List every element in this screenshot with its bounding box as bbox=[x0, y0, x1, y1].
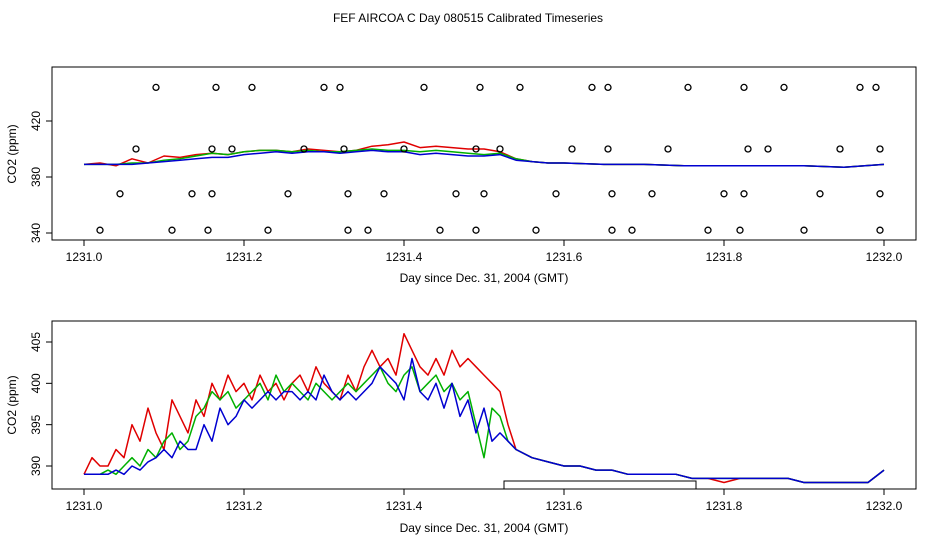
y-tick-label: 340 bbox=[29, 223, 43, 243]
calibration-marker bbox=[744, 145, 752, 153]
calibration-marker bbox=[188, 190, 196, 198]
calibration-marker bbox=[132, 145, 140, 153]
x-tick-label: 1231.4 bbox=[386, 250, 423, 264]
y-tick-label: 395 bbox=[29, 414, 43, 434]
x-tick-label: 1231.8 bbox=[706, 250, 743, 264]
calibration-marker bbox=[608, 190, 616, 198]
calibration-marker bbox=[344, 190, 352, 198]
calibration-marker bbox=[436, 226, 444, 234]
calibration-marker bbox=[116, 190, 124, 198]
calibration-marker bbox=[604, 83, 612, 92]
bottom-panel-x-label: Day since Dec. 31, 2004 (GMT) bbox=[400, 521, 569, 535]
calibration-marker bbox=[628, 226, 636, 234]
calibration-marker bbox=[336, 83, 344, 92]
calibration-marker bbox=[684, 83, 692, 92]
bottom-panel-range-bracket bbox=[503, 480, 697, 490]
calibration-marker bbox=[856, 83, 864, 92]
y-tick-label: 390 bbox=[29, 456, 43, 476]
bottom-panel: 1231.0 1231.2 1231.4 1231.6 1231.8 1232.0 390… bbox=[5, 320, 917, 535]
calibration-marker bbox=[208, 145, 216, 153]
calibration-marker bbox=[168, 226, 176, 234]
calibration-marker bbox=[604, 145, 612, 153]
calibration-marker bbox=[704, 226, 712, 234]
calibration-marker bbox=[204, 226, 212, 234]
x-tick-label: 1231.8 bbox=[706, 499, 743, 513]
calibration-marker bbox=[568, 145, 576, 153]
calibration-marker bbox=[452, 190, 460, 198]
calibration-marker bbox=[876, 226, 884, 234]
bottom-panel-series bbox=[83, 332, 885, 484]
x-tick-label: 1232.0 bbox=[866, 499, 903, 513]
calibration-marker bbox=[264, 226, 272, 234]
bottom-panel-frame bbox=[51, 320, 917, 490]
x-tick-label: 1231.6 bbox=[546, 499, 583, 513]
calibration-marker bbox=[320, 83, 328, 92]
calibration-marker bbox=[300, 145, 308, 153]
calibration-marker bbox=[552, 190, 560, 198]
calibration-marker bbox=[212, 83, 220, 92]
top-panel-x-ticks: 1231.0 1231.2 1231.4 1231.6 1231.8 1232.0 bbox=[66, 240, 903, 264]
calibration-marker bbox=[664, 145, 672, 153]
calibration-marker bbox=[740, 83, 748, 92]
x-tick-label: 1231.0 bbox=[66, 250, 103, 264]
top-panel-y-ticks: 340 380 420 bbox=[29, 111, 52, 243]
calibration-marker bbox=[648, 190, 656, 198]
calibration-marker bbox=[96, 226, 104, 234]
y-tick-label: 420 bbox=[29, 111, 43, 131]
x-tick-label: 1231.6 bbox=[546, 250, 583, 264]
calibration-marker bbox=[588, 83, 596, 92]
bottom-panel-x-ticks: 1231.0 1231.2 1231.4 1231.6 1231.8 1232.0 bbox=[66, 489, 903, 513]
x-tick-label: 1231.4 bbox=[386, 499, 423, 513]
figure-title: FEF AIRCOA C Day 080515 Calibrated Times… bbox=[333, 11, 603, 25]
x-tick-label: 1231.0 bbox=[66, 499, 103, 513]
calibration-marker bbox=[800, 226, 808, 234]
calibration-marker bbox=[472, 145, 480, 153]
calibration-marker bbox=[608, 226, 616, 234]
y-tick-label: 400 bbox=[29, 373, 43, 393]
y-tick-label: 380 bbox=[29, 167, 43, 187]
calibration-marker bbox=[248, 83, 256, 92]
x-tick-label: 1231.2 bbox=[226, 250, 263, 264]
calibration-marker bbox=[736, 226, 744, 234]
calibration-marker bbox=[476, 83, 484, 92]
bottom-panel-y-label: CO2 (ppm) bbox=[5, 375, 19, 434]
bottom-panel-y-ticks: 390 395 400 405 bbox=[29, 332, 52, 476]
top-panel-markers bbox=[96, 83, 884, 234]
calibration-marker bbox=[740, 190, 748, 198]
calibration-marker bbox=[344, 226, 352, 234]
calibration-marker bbox=[516, 83, 524, 92]
calibration-marker bbox=[420, 83, 428, 92]
x-tick-label: 1231.2 bbox=[226, 499, 263, 513]
calibration-marker bbox=[720, 190, 728, 198]
calibration-marker bbox=[532, 226, 540, 234]
calibration-marker bbox=[780, 83, 788, 92]
top-panel-series bbox=[83, 141, 885, 168]
series-line-blue bbox=[84, 357, 885, 484]
top-panel-x-label: Day since Dec. 31, 2004 (GMT) bbox=[400, 271, 569, 285]
calibration-marker bbox=[816, 190, 824, 198]
series-line-blue bbox=[84, 149, 885, 168]
top-panel: 1231.0 1231.2 1231.4 1231.6 1231.8 1232.0 340… bbox=[5, 66, 917, 285]
top-panel-y-label: CO2 (ppm) bbox=[5, 124, 19, 183]
calibration-marker bbox=[400, 145, 408, 153]
calibration-marker bbox=[836, 145, 844, 153]
calibration-marker bbox=[496, 145, 504, 153]
calibration-marker bbox=[480, 190, 488, 198]
calibration-marker bbox=[340, 145, 348, 153]
calibration-marker bbox=[228, 145, 236, 153]
calibration-marker bbox=[472, 226, 480, 234]
calibration-marker bbox=[208, 190, 216, 198]
calibration-marker bbox=[876, 145, 884, 153]
calibration-marker bbox=[876, 190, 884, 198]
calibration-marker bbox=[872, 83, 880, 92]
top-panel-frame bbox=[51, 66, 917, 241]
calibration-marker bbox=[364, 226, 372, 234]
calibration-marker bbox=[764, 145, 772, 153]
calibration-marker bbox=[152, 83, 160, 92]
calibration-marker bbox=[380, 190, 388, 198]
y-tick-label: 405 bbox=[29, 332, 43, 352]
x-tick-label: 1232.0 bbox=[866, 250, 903, 264]
calibration-marker bbox=[284, 190, 292, 198]
